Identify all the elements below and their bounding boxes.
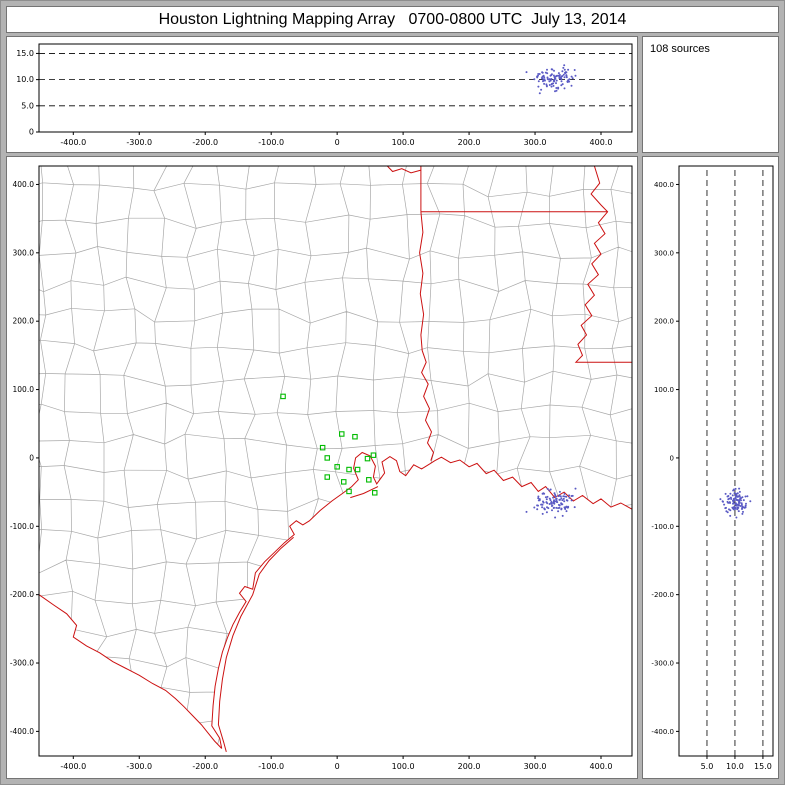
svg-text:0: 0 [670,454,674,462]
svg-text:-200.0: -200.0 [651,591,674,599]
svg-text:400.0: 400.0 [654,181,674,189]
plan-view-map-chart[interactable]: -400.0 -300.0 -200.0 -100.0 0 100.0 200.0 300.0… [7,157,637,778]
svg-text:-300.0: -300.0 [651,660,674,668]
svg-text:-200.0: -200.0 [192,138,218,147]
svg-text:-100.0: -100.0 [258,138,284,147]
altitude-vs-east-panel: -400.0 -300.0 -200.0 -100.0 0 100.0 200.0 300.0… [6,36,638,153]
svg-text:15.0: 15.0 [754,762,772,771]
svg-text:100.0: 100.0 [13,385,35,394]
svg-text:400.0: 400.0 [590,138,613,147]
svg-text:400.0: 400.0 [590,762,613,771]
title-bar: Houston Lightning Mapping Array 0700-080… [6,6,779,33]
altitude-vs-north-panel: 5.0 10.0 15.0 400.0 300.0 200.0 100.0 0 -100.0 -2… [642,156,779,779]
source-count-label: 108 sources [650,43,710,55]
svg-text:-400.0: -400.0 [651,728,674,736]
svg-text:200.0: 200.0 [458,762,481,771]
altitude-vs-east-chart[interactable]: -400.0 -300.0 -200.0 -100.0 0 100.0 200.0 300.0… [7,37,637,152]
window-title: Houston Lightning Mapping Array 0700-080… [158,11,627,28]
svg-text:-100.0: -100.0 [10,522,34,531]
svg-text:10.0: 10.0 [726,762,744,771]
svg-text:-400.0: -400.0 [10,727,34,736]
svg-text:300.0: 300.0 [524,762,547,771]
svg-text:200.0: 200.0 [13,317,35,326]
svg-text:-300.0: -300.0 [126,138,152,147]
svg-text:0: 0 [335,762,340,771]
altitude-vs-north-chart[interactable]: 5.0 10.0 15.0 400.0 300.0 200.0 100.0 0 -100.0 -2… [643,157,778,778]
svg-text:5.0: 5.0 [701,762,714,771]
svg-text:-200.0: -200.0 [10,590,34,599]
svg-text:-200.0: -200.0 [192,762,218,771]
svg-text:-100.0: -100.0 [651,523,674,531]
svg-text:100.0: 100.0 [392,762,415,771]
svg-text:-400.0: -400.0 [60,138,86,147]
svg-text:100.0: 100.0 [654,386,674,394]
svg-text:300.0: 300.0 [13,248,35,257]
svg-text:-100.0: -100.0 [258,762,284,771]
svg-text:-300.0: -300.0 [126,762,152,771]
svg-text:0: 0 [29,128,34,137]
svg-text:-400.0: -400.0 [60,762,86,771]
plan-view-map-panel: -400.0 -300.0 -200.0 -100.0 0 100.0 200.0 300.0… [6,156,638,779]
svg-text:0: 0 [29,453,34,462]
svg-text:5.0: 5.0 [21,101,34,110]
svg-text:200.0: 200.0 [458,138,481,147]
svg-text:10.0: 10.0 [16,75,34,84]
svg-text:400.0: 400.0 [13,180,35,189]
svg-text:-300.0: -300.0 [10,659,34,668]
svg-text:0: 0 [335,138,340,147]
svg-text:200.0: 200.0 [654,318,674,326]
svg-text:300.0: 300.0 [654,249,674,257]
svg-text:100.0: 100.0 [392,138,415,147]
source-count-panel: 108 sources [642,36,779,153]
svg-text:300.0: 300.0 [524,138,547,147]
svg-text:15.0: 15.0 [16,49,34,58]
